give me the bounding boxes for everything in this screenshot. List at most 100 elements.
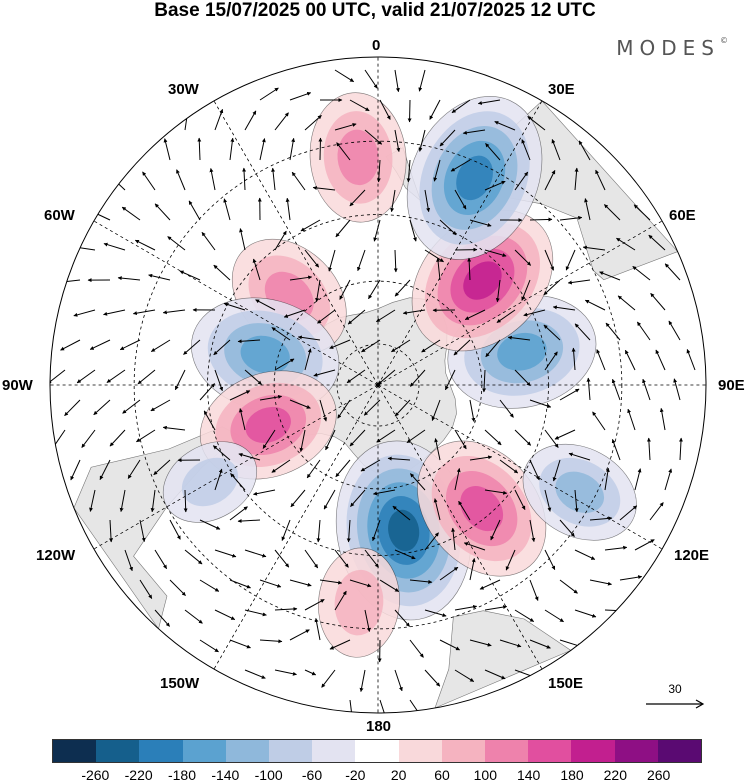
wind-vector — [424, 669, 441, 687]
wind-vector — [574, 167, 579, 191]
wind-vector — [387, 456, 411, 461]
wind-vector — [183, 339, 201, 355]
wind-vector — [673, 378, 681, 401]
wind-vector — [289, 629, 310, 641]
wind-vector — [409, 579, 433, 584]
wind-vector — [64, 399, 81, 417]
wind-vector — [571, 347, 576, 371]
wind-vector — [505, 549, 516, 571]
wind-vector — [334, 123, 357, 131]
wind-vector — [199, 383, 216, 401]
wind-vector — [176, 169, 186, 191]
wind-vector — [364, 129, 383, 145]
wind-vector — [313, 369, 336, 377]
wind-vector — [604, 204, 621, 221]
wind-vector — [349, 579, 372, 588]
wind-vector — [633, 204, 651, 221]
wind-vector — [424, 532, 439, 551]
wind-vector — [496, 309, 516, 323]
wind-vector — [214, 549, 237, 558]
wind-vector — [418, 129, 426, 152]
wind-vector — [274, 669, 297, 676]
wind-vector — [167, 236, 186, 251]
wind-vector — [361, 339, 381, 353]
wind-vector — [335, 219, 351, 238]
wind-vector — [529, 579, 539, 601]
wind-vector — [392, 505, 411, 521]
wind-vector — [306, 459, 321, 479]
colorbar-tick-label: 140 — [516, 767, 541, 783]
wind-vector — [335, 459, 351, 478]
wind-vector — [499, 399, 514, 418]
wind-vector — [376, 429, 396, 443]
wind-vector — [376, 309, 396, 323]
wind-vector — [484, 429, 502, 446]
colorbar-tick-label: -260 — [81, 767, 110, 783]
wind-vector — [554, 429, 576, 440]
wind-vector — [595, 169, 606, 191]
wind-vector — [574, 323, 591, 341]
wind-vector — [124, 549, 133, 572]
wind-vector — [394, 549, 416, 560]
wind-vector — [454, 604, 478, 611]
wind-vector — [390, 189, 396, 213]
wind-vector — [582, 245, 606, 251]
wind-vector — [223, 198, 231, 221]
wind-vector — [543, 324, 561, 341]
wind-vector — [274, 549, 290, 568]
wind-vector — [632, 265, 651, 281]
meridian-line — [377, 100, 543, 385]
wind-vector — [109, 429, 126, 447]
wind-vector — [106, 369, 126, 383]
wind-vector — [429, 99, 441, 120]
wind-vector — [376, 159, 381, 183]
wind-vector — [119, 489, 126, 513]
wind-vector — [544, 429, 559, 448]
reference-vector: 30 — [640, 682, 710, 712]
colorbar-tick-label: -140 — [211, 767, 240, 783]
meridian-line — [93, 384, 378, 550]
wind-vector — [229, 639, 251, 649]
wind-vector — [134, 239, 156, 251]
wind-vector — [469, 639, 492, 647]
wind-vector — [169, 519, 181, 540]
wind-vector — [544, 489, 552, 512]
wind-vector — [421, 339, 441, 353]
wind-vector — [484, 249, 507, 257]
wind-vector — [394, 129, 401, 153]
colorbar-swatch — [53, 740, 97, 762]
wind-vector — [379, 699, 388, 713]
wind-vector — [252, 258, 261, 281]
wind-vector — [259, 138, 266, 161]
wind-vector — [259, 579, 282, 588]
reference-vector-label: 30 — [668, 682, 682, 696]
wind-vector — [289, 275, 313, 281]
wind-vector — [402, 309, 426, 315]
colorbar-swatch — [571, 740, 615, 762]
wind-vector — [229, 579, 251, 589]
wind-vector — [184, 609, 203, 624]
wind-vector — [434, 438, 441, 461]
wind-vector — [453, 339, 471, 356]
wind-vector — [619, 575, 643, 581]
wind-vector — [409, 639, 424, 658]
wind-vector — [514, 249, 532, 266]
colorbar-tick-label: 60 — [434, 767, 450, 783]
wind-vector — [458, 500, 471, 521]
wind-vector — [559, 519, 575, 537]
wind-vector — [349, 189, 366, 207]
wind-vector — [244, 110, 257, 131]
lon-label-150e: 150E — [548, 675, 584, 692]
wind-vector — [636, 321, 651, 341]
wind-vector — [329, 339, 351, 349]
colorbar-tick-label: -180 — [167, 767, 197, 783]
wind-vector — [179, 270, 201, 281]
wind-vector — [334, 590, 347, 611]
wind-vector — [214, 609, 236, 621]
colorbar-swatch — [139, 740, 183, 762]
wind-vector — [544, 609, 564, 623]
wind-vector — [139, 519, 146, 542]
wind-vector — [529, 459, 540, 481]
colorbar-swatch — [225, 740, 270, 762]
